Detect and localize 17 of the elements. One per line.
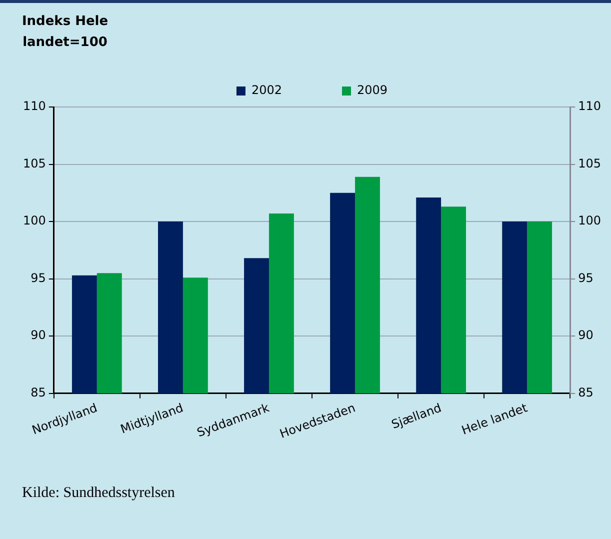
y2-tick-label: 105 (578, 156, 601, 170)
y2-tick-label: 90 (578, 328, 594, 342)
y-tick-label: 90 (30, 328, 46, 342)
y2-tick-label: 85 (578, 385, 594, 400)
y2-tick-label: 95 (578, 270, 594, 285)
y-tick-label: 95 (30, 270, 46, 285)
y-tick-label: 100 (23, 214, 46, 228)
x-tick-label: Hele landet (460, 400, 530, 438)
y-axis-title: Indeks Hele landet=100 (20, 13, 110, 52)
y2-tick-label: 110 (578, 99, 601, 114)
text: Kilde: Sundhedsstyrelsen (22, 485, 175, 502)
legend-label: 2002 (251, 83, 282, 98)
y2-tick-label: 100 (578, 214, 601, 228)
y-tick-label: 105 (23, 156, 46, 170)
y-tick-label: 110 (23, 99, 46, 114)
legend-label: 2009 (357, 83, 388, 98)
y-tick-label: 85 (30, 385, 46, 400)
